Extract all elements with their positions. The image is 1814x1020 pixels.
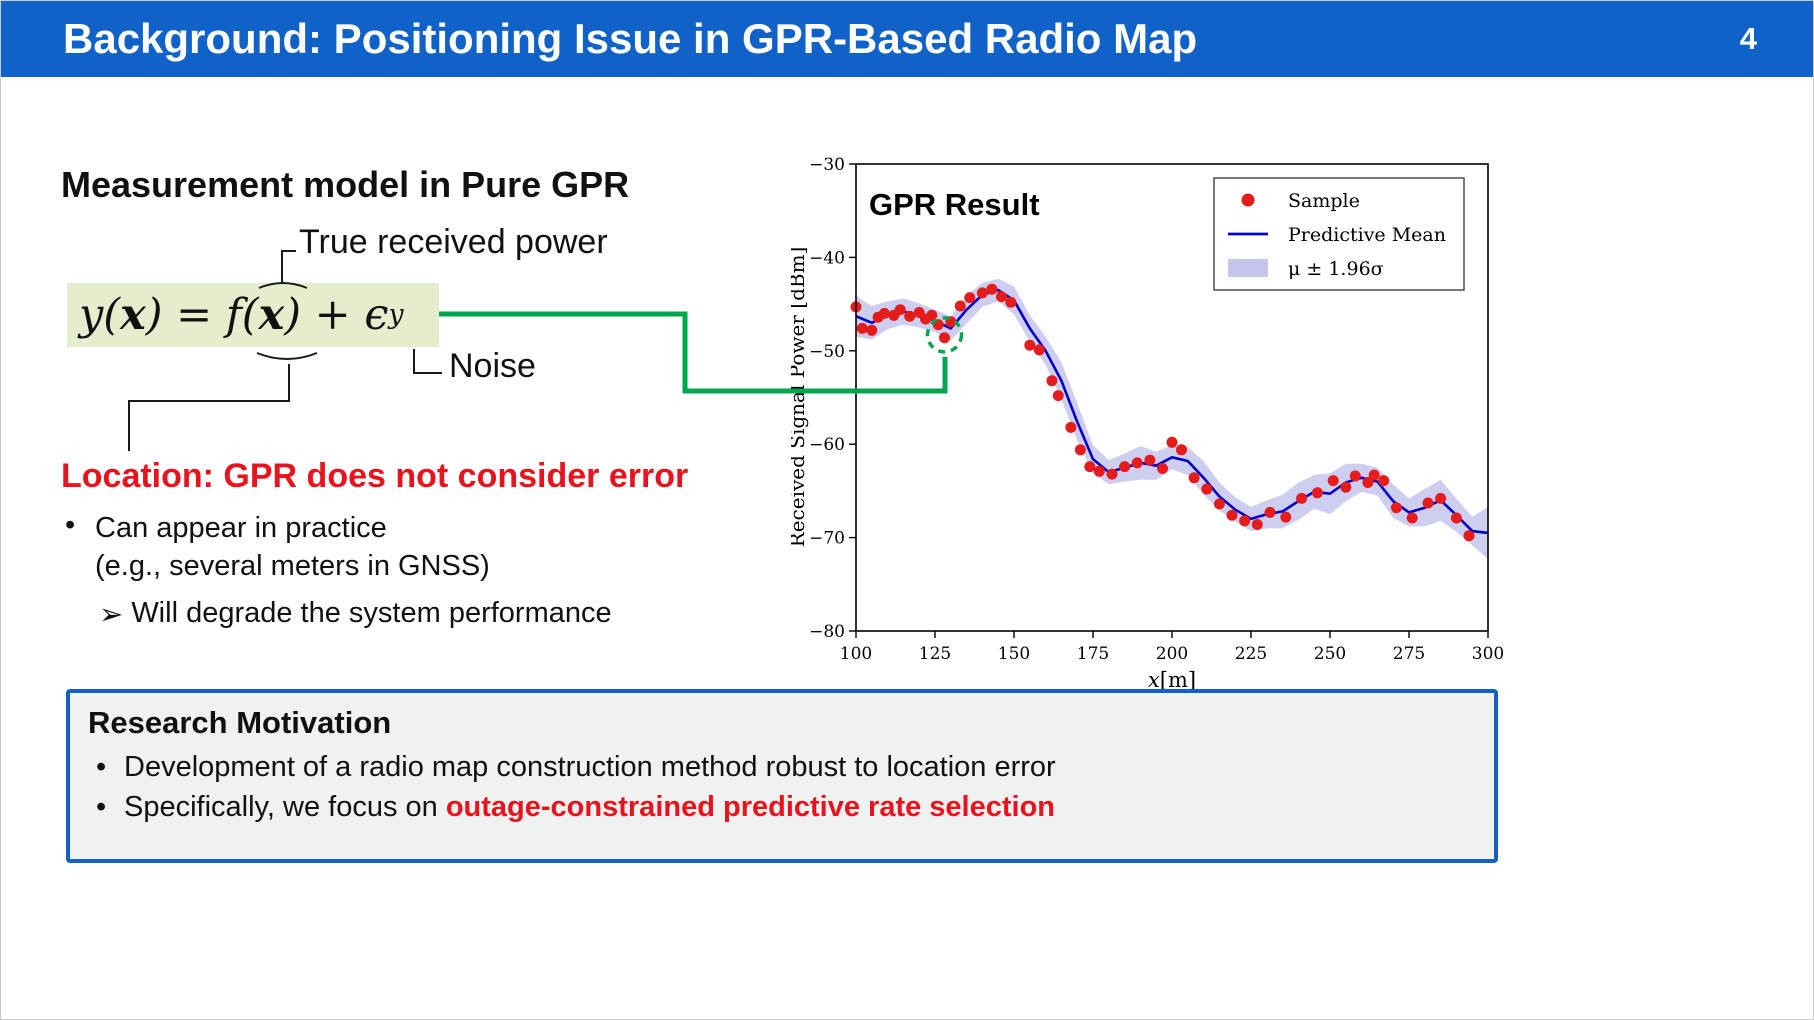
svg-text:300: 300: [1472, 644, 1504, 664]
motivation-bullet-1: • Development of a radio map constructio…: [96, 751, 1476, 784]
research-motivation-box: Research Motivation • Development of a r…: [66, 689, 1498, 863]
x-axis-label-var: x: [1148, 668, 1160, 691]
svg-text:−50: −50: [809, 342, 845, 362]
legend-band-label: μ ± 1.96σ: [1288, 258, 1384, 280]
svg-text:225: 225: [1235, 644, 1267, 664]
svg-text:125: 125: [919, 644, 951, 664]
svg-text:−80: −80: [809, 622, 845, 642]
bullet-text: Development of a radio map construction …: [124, 751, 1056, 783]
x-axis-label: x[m]: [1148, 668, 1196, 691]
location-error-heading: Location: GPR does not consider error: [61, 457, 689, 495]
underbrace: [256, 352, 318, 360]
true-received-power-label: True received power: [299, 223, 608, 261]
legend-mean-label: Predictive Mean: [1288, 224, 1446, 246]
section-heading: Measurement model in Pure GPR: [61, 164, 630, 205]
chart-title: GPR Result: [869, 187, 1040, 222]
svg-text:150: 150: [998, 644, 1030, 664]
bullet-can-appear: • Can appear in practice (e.g., several …: [65, 509, 490, 586]
formula-part: y(: [79, 290, 121, 340]
formula-noise-term: ) + ϵ: [284, 290, 389, 340]
bullet-text: Specifically, we focus on outage-constra…: [124, 791, 1056, 823]
bullet-line-1: Can appear in practice: [95, 512, 387, 544]
formula-part: ) = f(: [145, 290, 259, 340]
page-number: 4: [1739, 21, 1757, 56]
motivation-title: Research Motivation: [88, 705, 392, 740]
bullet-text: Will degrade the system performance: [131, 597, 612, 629]
svg-text:100: 100: [840, 644, 872, 664]
noise-bracket: [413, 349, 442, 374]
bullet-line-2: (e.g., several meters in GNSS): [95, 550, 490, 583]
y-axis-ticks: −30 −40 −50 −60 −70 −80: [809, 155, 856, 642]
svg-text:175: 175: [1077, 644, 1109, 664]
svg-text:275: 275: [1393, 644, 1425, 664]
bullet-marker: •: [96, 791, 107, 823]
bullet-text: Can appear in practice (e.g., several me…: [95, 509, 490, 586]
location-bracket: [128, 364, 290, 451]
svg-text:−70: −70: [809, 529, 845, 549]
svg-text:200: 200: [1156, 644, 1188, 664]
svg-text:−40: −40: [809, 248, 845, 268]
formula-x-vector: x: [258, 290, 285, 340]
gpr-chart: GPR Result Received Signal Power [dBm] x…: [785, 151, 1506, 696]
gpr-plot-svg: GPR Result Received Signal Power [dBm] x…: [785, 155, 1504, 692]
slide-title: Background: Positioning Issue in GPR-Bas…: [63, 15, 1198, 62]
formula-x-vector: x: [120, 290, 146, 340]
legend-sample-marker: [1241, 193, 1255, 207]
x-axis-ticks: 100 125 150 175 200 225 250 275 300: [840, 631, 1504, 664]
motivation-bullet-2: • Specifically, we focus on outage-const…: [96, 791, 1476, 824]
svg-text:250: 250: [1314, 644, 1346, 664]
chart-legend: Sample Predictive Mean μ ± 1.96σ: [1213, 177, 1465, 291]
predictive-mean-line: [855, 288, 1489, 535]
bullet-marker: •: [65, 509, 76, 541]
svg-text:−30: −30: [809, 155, 845, 175]
noise-label: Noise: [449, 347, 536, 385]
slide-header: Background: Positioning Issue in GPR-Bas…: [1, 1, 1813, 77]
legend-band-marker: [1228, 259, 1268, 277]
true-power-bracket: [281, 250, 296, 282]
bullet-marker: •: [96, 751, 107, 783]
arrow-bullet-marker: ➢: [99, 597, 124, 631]
x-axis-label-unit: [m]: [1160, 668, 1196, 691]
legend-sample-label: Sample: [1288, 190, 1360, 212]
y-axis-label: Received Signal Power [dBm]: [791, 247, 809, 548]
red-highlight-text: outage-constrained predictive rate selec…: [445, 791, 1056, 823]
bullet-degrade-performance: ➢ Will degrade the system performance: [99, 597, 612, 631]
svg-text:−60: −60: [809, 435, 845, 455]
confidence-band: [856, 278, 1488, 560]
